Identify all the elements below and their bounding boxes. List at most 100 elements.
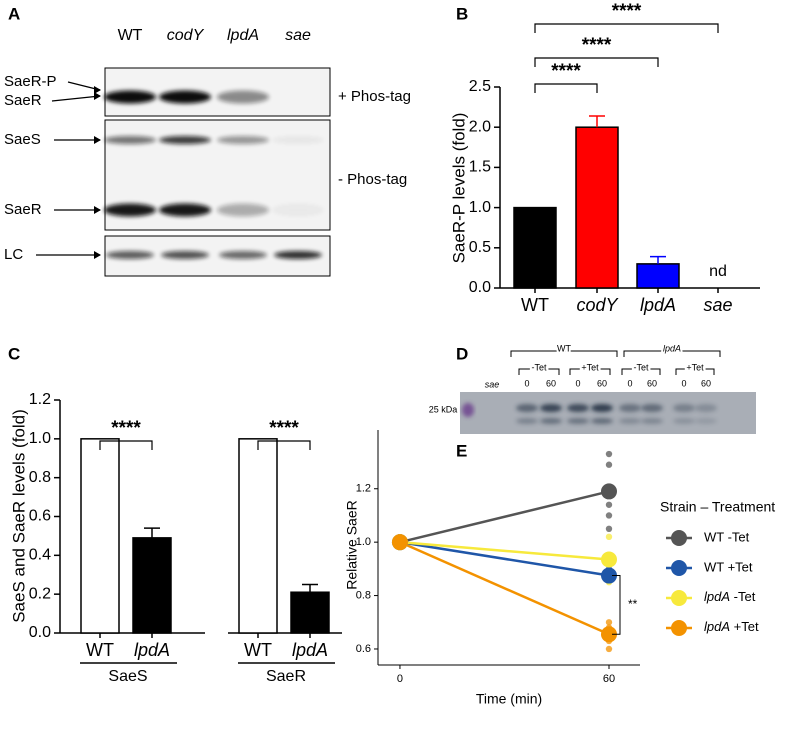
blot-band: [272, 203, 324, 217]
blot-band: [159, 90, 211, 104]
significance-label: ****: [612, 1, 642, 22]
blot-band: [641, 418, 663, 424]
legend-marker: [671, 530, 687, 546]
significance-label: ****: [269, 418, 299, 439]
significance-bracket: [257, 440, 311, 450]
blot-band: [591, 418, 613, 424]
bar: [132, 537, 172, 634]
y-tick-label: 1.0: [469, 199, 491, 216]
blot-band: [104, 203, 156, 217]
group-label: SaeS: [108, 668, 147, 685]
legend-label: lpdA -Tet: [704, 589, 756, 604]
lane-label: WT: [118, 27, 143, 44]
time-label: 0: [681, 378, 686, 388]
value-label: nd: [709, 263, 727, 280]
blot-band: [104, 136, 156, 144]
mean-point: [600, 483, 617, 500]
strain-label: lpdA: [663, 343, 681, 353]
treatment-bracket: [518, 368, 560, 375]
replicate-point: [605, 501, 613, 508]
x-tick-label: lpdA: [134, 640, 170, 660]
legend-title: Strain – Treatment: [660, 499, 775, 515]
error-bar: [589, 115, 605, 128]
blot-band: [159, 136, 211, 144]
blot-band: [641, 404, 663, 412]
y-tick-label: 0.0: [29, 624, 51, 641]
band-label: SaeR-P: [4, 73, 57, 90]
panel-label: B: [456, 4, 468, 23]
bar: [513, 206, 557, 289]
blot-band: [540, 404, 562, 412]
legend-marker: [671, 590, 687, 606]
mean-point: [600, 551, 617, 568]
blot-band: [462, 403, 474, 417]
blot-band: [274, 251, 322, 259]
x-tick-label: lpdA: [640, 295, 676, 315]
arrow-head: [94, 136, 101, 144]
x-tick-label: WT: [86, 640, 114, 660]
blot-band: [695, 404, 717, 412]
strain-label: WT: [557, 343, 571, 353]
control-label: sae: [485, 379, 500, 389]
significance-bracket: [534, 23, 719, 33]
time-label: 60: [701, 378, 711, 388]
y-tick-label: 2.5: [469, 78, 491, 95]
error-bar: [144, 527, 160, 538]
significance-label: ****: [111, 418, 141, 439]
blot-band: [217, 90, 269, 104]
line: [399, 540, 610, 577]
y-tick-label: 0.8: [29, 469, 51, 486]
treatment-label: +Tet: [686, 362, 704, 372]
line: [399, 490, 610, 544]
mean-point: [391, 534, 408, 551]
significance-bracket: [99, 440, 153, 450]
strain-bracket: [623, 350, 721, 357]
blot-band: [619, 418, 641, 424]
x-tick-label: WT: [521, 295, 549, 315]
y-tick-label: 0.8: [356, 589, 371, 601]
bar: [636, 263, 680, 289]
blot-band: [540, 418, 562, 424]
y-tick-label: 0.5: [469, 239, 491, 256]
y-tick-label: 1.0: [356, 536, 371, 548]
replicate-point: [605, 525, 613, 533]
bar: [80, 438, 120, 634]
time-label: 0: [575, 378, 580, 388]
error-bar: [302, 583, 318, 593]
time-label: 60: [546, 378, 556, 388]
replicate-point: [605, 512, 613, 519]
x-tick-label: 0: [397, 673, 403, 685]
x-tick-label: WT: [244, 640, 272, 660]
arrow-head: [94, 251, 101, 259]
group-label: SaeR: [266, 668, 306, 685]
condition-label: + Phos-tag: [338, 88, 411, 105]
blot-band: [161, 251, 209, 259]
x-axis-label: Time (min): [476, 691, 542, 707]
blot-band: [567, 418, 589, 424]
blot-band: [591, 404, 613, 412]
lane-label: lpdA: [227, 27, 259, 44]
legend-marker: [671, 560, 687, 576]
panel-label: A: [8, 4, 20, 23]
significance-label: ****: [582, 35, 612, 56]
blot-image: [460, 392, 756, 434]
blot-band: [695, 418, 717, 424]
arrow-head: [94, 206, 101, 214]
y-tick-label: 1.0: [29, 430, 51, 447]
time-label: 0: [627, 378, 632, 388]
blot-band: [106, 251, 154, 259]
y-axis-label: SaeR-P levels (fold): [449, 113, 468, 264]
mean-point: [600, 626, 617, 643]
legend-label: WT -Tet: [704, 529, 750, 544]
significance-bracket: [534, 57, 659, 67]
band-label: SaeR: [4, 201, 42, 218]
x-tick-label: 60: [603, 673, 615, 685]
treatment-bracket: [675, 368, 715, 375]
legend-label: lpdA +Tet: [704, 619, 759, 634]
x-tick-label: codY: [576, 295, 619, 315]
treatment-label: +Tet: [581, 362, 599, 372]
blot-band: [217, 203, 269, 217]
panel-label: C: [8, 344, 20, 363]
y-tick-label: 1.2: [29, 391, 51, 408]
significance-label: ****: [551, 61, 581, 82]
